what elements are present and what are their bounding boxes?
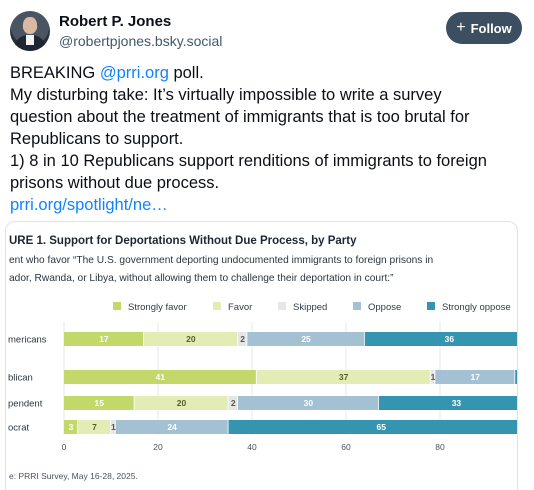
category-label: mericans xyxy=(8,335,47,346)
bar-value-label: 17 xyxy=(471,372,481,382)
plus-icon: + xyxy=(456,19,466,36)
bar-segment xyxy=(78,420,111,434)
chart-title: URE 1. Support for Deportations Without … xyxy=(9,235,357,247)
bar-segment xyxy=(256,370,430,384)
post-line: Republicans to support. xyxy=(10,130,184,148)
post-text-segment: BREAKING xyxy=(10,64,100,82)
post-text-segment: poll. xyxy=(168,64,204,82)
bar-value-label: 33 xyxy=(452,398,462,408)
bar-value-label: 37 xyxy=(339,372,349,382)
post-line: My disturbing take: It’s virtually impos… xyxy=(10,86,442,104)
bar-segment xyxy=(515,370,517,384)
post-text: BREAKING @prri.org poll. My disturbing t… xyxy=(10,62,524,216)
follow-label: Follow xyxy=(470,20,512,36)
chart-source: e: PRRI Survey, May 16-28, 2025. xyxy=(9,471,138,481)
bar-segment xyxy=(237,396,379,410)
chart-category-labels: mericans blican pendent ocrat xyxy=(8,335,47,434)
bar-value-label: 24 xyxy=(167,422,177,432)
follow-button[interactable]: + Follow xyxy=(446,12,522,44)
x-tick-label: 60 xyxy=(341,442,351,452)
chart-subtitle-line2: ador, Rwanda, or Libya, without allowing… xyxy=(9,273,394,284)
bar-value-label: 7 xyxy=(92,422,97,432)
bar-value-label: 30 xyxy=(304,398,314,408)
x-tick-label: 0 xyxy=(62,442,67,452)
legend-label: Strongly oppose xyxy=(442,302,511,313)
bar-value-label: 2 xyxy=(231,398,236,408)
post-line: prisons without due process. xyxy=(10,174,220,192)
legend-label: Skipped xyxy=(293,302,327,313)
bar-segment xyxy=(430,370,435,384)
category-label: pendent xyxy=(8,399,43,410)
x-tick-label: 40 xyxy=(247,442,257,452)
legend-label: Oppose xyxy=(368,302,401,313)
embedded-chart-image[interactable]: URE 1. Support for Deportations Without … xyxy=(5,221,518,490)
bar-value-label: 17 xyxy=(99,334,109,344)
bar-segment xyxy=(247,332,364,346)
category-label: blican xyxy=(8,373,33,384)
legend-swatch xyxy=(278,302,286,310)
bar-segment xyxy=(143,332,238,346)
x-tick-label: 20 xyxy=(153,442,163,452)
x-tick-label: 80 xyxy=(435,442,445,452)
bar-value-label: 20 xyxy=(186,334,196,344)
category-label: ocrat xyxy=(8,423,29,434)
bar-value-label: 65 xyxy=(377,422,387,432)
bar-segment xyxy=(364,332,517,346)
bar-value-label: 25 xyxy=(301,334,311,344)
bar-segment xyxy=(237,332,247,346)
legend-label: Strongly favor xyxy=(128,302,187,313)
stacked-bar-chart: URE 1. Support for Deportations Without … xyxy=(8,235,517,481)
legend-swatch xyxy=(353,302,361,310)
bar-segment xyxy=(134,396,228,410)
bar-segment xyxy=(378,396,517,410)
post-line: question about the treatment of immigran… xyxy=(10,108,470,126)
bar-segment xyxy=(115,420,228,434)
bar-segment xyxy=(64,420,78,434)
post-line: 1) 8 in 10 Republicans support rendition… xyxy=(10,152,487,170)
author-handle[interactable]: @robertpjones.bsky.social xyxy=(59,33,223,49)
legend-swatch xyxy=(113,302,121,310)
bar-value-label: 1 xyxy=(431,372,436,382)
bar-segment xyxy=(64,332,144,346)
post-line: BREAKING @prri.org poll. xyxy=(10,62,524,84)
bar-segment xyxy=(228,420,517,434)
bar-segment xyxy=(64,396,134,410)
chart-legend: Strongly favor Favor Skipped Oppose Strongly… xyxy=(113,302,511,313)
legend-swatch xyxy=(427,302,435,310)
bar-segment xyxy=(435,370,515,384)
article-link[interactable]: prri.org/spotlight/ne… xyxy=(10,196,168,214)
legend-swatch xyxy=(213,302,221,310)
bar-value-label: 3 xyxy=(69,422,74,432)
bar-value-label: 41 xyxy=(156,372,166,382)
avatar-collar xyxy=(26,35,34,45)
bar-segment xyxy=(111,420,115,434)
bar-value-label: 15 xyxy=(95,398,105,408)
avatar[interactable] xyxy=(10,11,50,51)
author-name[interactable]: Robert P. Jones xyxy=(59,13,172,30)
legend-label: Favor xyxy=(228,302,252,313)
bar-segment xyxy=(228,396,238,410)
mention-link[interactable]: @prri.org xyxy=(99,64,169,82)
chart-subtitle-line1: ent who favor “The U.S. government depor… xyxy=(9,255,433,266)
post-header: Robert P. Jones @robertpjones.bsky.socia… xyxy=(10,10,522,54)
chart-x-ticks: 0 20 40 60 80 xyxy=(62,442,445,452)
post-line: prri.org/spotlight/ne… xyxy=(10,194,524,216)
bar-value-label: 36 xyxy=(445,334,455,344)
bar-value-label: 2 xyxy=(240,334,245,344)
chart-bars: 172022536413711741520230333712465 xyxy=(64,332,517,434)
bar-segment xyxy=(64,370,256,384)
bar-value-label: 20 xyxy=(177,398,187,408)
avatar-face xyxy=(23,17,37,34)
bar-value-label: 1 xyxy=(111,422,116,432)
